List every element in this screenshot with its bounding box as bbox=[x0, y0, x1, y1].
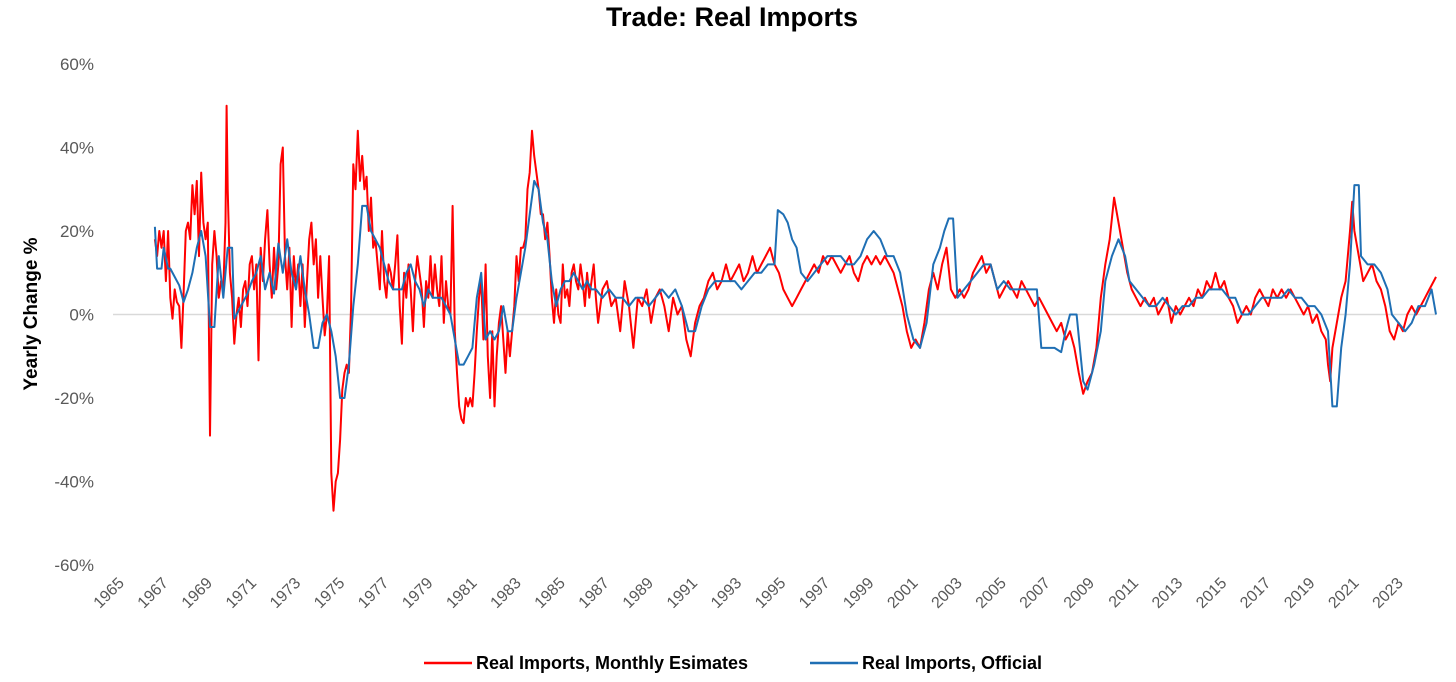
x-tick-label: 1985 bbox=[532, 575, 569, 612]
x-tick-label: 1967 bbox=[135, 575, 172, 612]
x-tick-label: 2009 bbox=[1061, 575, 1098, 612]
x-tick-label: 1973 bbox=[267, 575, 304, 612]
x-tick-label: 1971 bbox=[223, 575, 260, 612]
x-tick-label: 2005 bbox=[973, 575, 1010, 612]
x-tick-label: 1981 bbox=[443, 575, 480, 612]
y-tick-label: 0% bbox=[69, 306, 94, 325]
x-tick-label: 2003 bbox=[929, 575, 966, 612]
x-tick-label: 1999 bbox=[840, 575, 877, 612]
x-tick-label: 1989 bbox=[620, 575, 657, 612]
x-tick-label: 2021 bbox=[1325, 575, 1362, 612]
x-tick-label: 1987 bbox=[576, 575, 613, 612]
x-tick-label: 1975 bbox=[311, 575, 348, 612]
chart-title: Trade: Real Imports bbox=[606, 2, 858, 32]
y-tick-label: 20% bbox=[60, 222, 94, 241]
y-axis-ticks: 60% 40% 20% 0% -20% -40% -60% bbox=[54, 55, 94, 575]
x-tick-label: 2015 bbox=[1193, 575, 1230, 612]
x-tick-label: 2017 bbox=[1237, 575, 1274, 612]
x-tick-label: 2007 bbox=[1017, 575, 1054, 612]
x-tick-label: 1969 bbox=[179, 575, 216, 612]
x-tick-label: 1979 bbox=[399, 575, 436, 612]
x-tick-label: 2013 bbox=[1149, 575, 1186, 612]
x-tick-label: 2001 bbox=[884, 575, 921, 612]
x-tick-label: 1983 bbox=[488, 575, 525, 612]
y-tick-label: -20% bbox=[54, 389, 94, 408]
legend: Real Imports, Monthly Esimates Real Impo… bbox=[424, 653, 1042, 673]
x-tick-label: 1995 bbox=[752, 575, 789, 612]
legend-label-monthly-estimates: Real Imports, Monthly Esimates bbox=[476, 653, 748, 673]
legend-item-official: Real Imports, Official bbox=[810, 653, 1042, 673]
series-layer bbox=[153, 104, 1437, 512]
x-tick-label: 1991 bbox=[664, 575, 701, 612]
legend-item-monthly-estimates: Real Imports, Monthly Esimates bbox=[424, 653, 748, 673]
y-axis-label: Yearly Change % bbox=[21, 237, 42, 390]
x-tick-label: 2011 bbox=[1106, 575, 1142, 611]
x-tick-label: 1993 bbox=[708, 575, 745, 612]
series-line-official bbox=[153, 179, 1437, 408]
x-tick-label: 2019 bbox=[1281, 575, 1318, 612]
x-axis-ticks: 1965 1967 1969 1971 1973 1975 1977 1979 1981 1983… bbox=[91, 575, 1407, 612]
y-tick-label: -60% bbox=[54, 556, 94, 575]
y-tick-label: 40% bbox=[60, 139, 94, 158]
y-tick-label: -40% bbox=[54, 473, 94, 492]
x-tick-label: 1977 bbox=[355, 575, 392, 612]
x-tick-label: 1997 bbox=[796, 575, 833, 612]
y-tick-label: 60% bbox=[60, 55, 94, 74]
legend-label-official: Real Imports, Official bbox=[862, 653, 1042, 673]
x-tick-label: 1965 bbox=[91, 575, 128, 612]
x-tick-label: 2023 bbox=[1370, 575, 1407, 612]
series-line-monthly-estimates bbox=[153, 104, 1437, 512]
